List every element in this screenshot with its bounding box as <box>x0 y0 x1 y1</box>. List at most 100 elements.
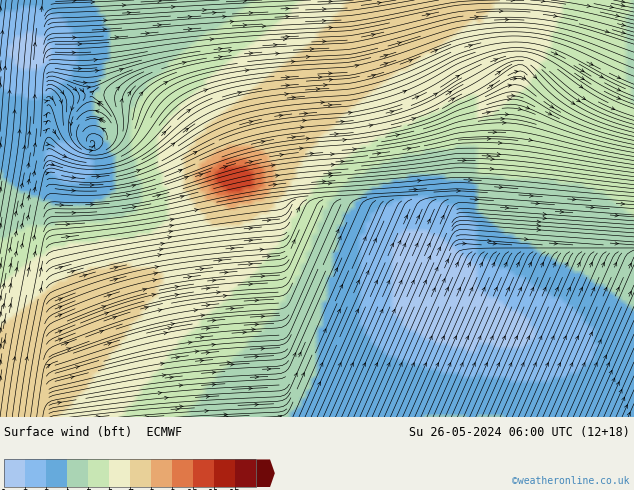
FancyBboxPatch shape <box>130 460 152 487</box>
FancyArrowPatch shape <box>499 186 503 189</box>
FancyArrowPatch shape <box>158 392 162 395</box>
FancyArrowPatch shape <box>590 332 592 336</box>
FancyArrowPatch shape <box>285 7 290 10</box>
FancyArrowPatch shape <box>621 31 626 34</box>
FancyArrowPatch shape <box>592 287 595 291</box>
FancyArrowPatch shape <box>230 20 234 24</box>
FancyArrowPatch shape <box>230 363 234 366</box>
FancyArrowPatch shape <box>285 35 290 39</box>
FancyArrowPatch shape <box>567 287 571 291</box>
FancyArrowPatch shape <box>543 287 546 291</box>
FancyArrowPatch shape <box>32 235 36 239</box>
FancyArrowPatch shape <box>51 163 55 166</box>
FancyArrowPatch shape <box>15 268 18 271</box>
FancyArrowPatch shape <box>320 363 323 367</box>
FancyArrowPatch shape <box>493 130 496 134</box>
FancyArrowPatch shape <box>565 262 568 266</box>
FancyArrowPatch shape <box>351 363 353 367</box>
FancyArrowPatch shape <box>43 129 47 133</box>
FancyArrowPatch shape <box>340 285 343 288</box>
FancyArrowPatch shape <box>216 291 221 294</box>
FancyArrowPatch shape <box>456 189 460 193</box>
FancyArrowPatch shape <box>45 172 49 175</box>
FancyArrowPatch shape <box>115 36 119 39</box>
FancyArrowPatch shape <box>127 11 131 15</box>
FancyArrowPatch shape <box>176 407 179 411</box>
Text: 1: 1 <box>1 489 7 490</box>
FancyArrowPatch shape <box>301 372 304 376</box>
FancyArrowPatch shape <box>539 336 542 340</box>
FancyArrowPatch shape <box>328 182 332 185</box>
FancyArrowPatch shape <box>198 173 203 177</box>
Text: 5: 5 <box>85 489 91 490</box>
FancyArrowPatch shape <box>470 287 473 291</box>
FancyArrowPatch shape <box>614 262 617 266</box>
FancyArrowPatch shape <box>571 101 574 104</box>
FancyArrowPatch shape <box>58 298 63 301</box>
FancyArrowPatch shape <box>408 59 413 62</box>
FancyArrowPatch shape <box>495 287 497 291</box>
FancyArrowPatch shape <box>411 118 416 121</box>
FancyArrowPatch shape <box>113 316 117 319</box>
FancyArrowPatch shape <box>322 7 326 11</box>
FancyArrowPatch shape <box>446 259 448 263</box>
FancyArrowPatch shape <box>497 71 500 74</box>
FancyArrowPatch shape <box>46 365 50 368</box>
FancyArrowPatch shape <box>107 294 112 297</box>
Text: 12: 12 <box>229 489 242 490</box>
FancyBboxPatch shape <box>109 460 130 487</box>
FancyArrowPatch shape <box>136 170 141 172</box>
FancyArrowPatch shape <box>206 395 210 398</box>
FancyArrowPatch shape <box>505 206 509 209</box>
FancyArrowPatch shape <box>188 27 192 31</box>
FancyBboxPatch shape <box>4 460 25 487</box>
FancyArrowPatch shape <box>70 122 73 125</box>
FancyArrowPatch shape <box>375 280 378 284</box>
FancyArrowPatch shape <box>33 95 36 98</box>
FancyArrowPatch shape <box>466 336 469 340</box>
FancyArrowPatch shape <box>153 272 158 275</box>
FancyArrowPatch shape <box>72 36 76 39</box>
FancyBboxPatch shape <box>88 460 109 487</box>
FancyArrowPatch shape <box>103 28 107 31</box>
FancyArrowPatch shape <box>424 280 427 284</box>
FancyArrowPatch shape <box>403 243 406 247</box>
FancyArrowPatch shape <box>14 211 17 215</box>
FancyArrowPatch shape <box>218 259 222 262</box>
FancyArrowPatch shape <box>60 99 63 103</box>
FancyArrowPatch shape <box>8 247 11 251</box>
FancyArrowPatch shape <box>179 405 183 408</box>
FancyArrowPatch shape <box>188 275 191 279</box>
FancyArrowPatch shape <box>292 136 295 139</box>
FancyArrowPatch shape <box>293 353 296 357</box>
FancyArrowPatch shape <box>90 183 94 187</box>
FancyArrowPatch shape <box>302 119 306 122</box>
FancyBboxPatch shape <box>25 460 46 487</box>
FancyArrowPatch shape <box>576 336 578 340</box>
FancyArrowPatch shape <box>492 262 495 266</box>
FancyArrowPatch shape <box>72 51 75 54</box>
FancyArrowPatch shape <box>456 75 460 78</box>
FancyArrowPatch shape <box>96 416 100 418</box>
FancyArrowPatch shape <box>490 167 494 171</box>
FancyArrowPatch shape <box>392 309 395 313</box>
FancyArrowPatch shape <box>377 1 382 4</box>
FancyArrowPatch shape <box>243 0 247 2</box>
FancyArrowPatch shape <box>300 126 304 129</box>
FancyArrowPatch shape <box>411 280 414 284</box>
FancyArrowPatch shape <box>579 85 583 88</box>
FancyArrowPatch shape <box>399 280 402 284</box>
FancyArrowPatch shape <box>143 288 146 292</box>
FancyArrowPatch shape <box>413 188 418 191</box>
FancyArrowPatch shape <box>91 0 94 4</box>
FancyArrowPatch shape <box>560 210 564 214</box>
FancyArrowPatch shape <box>340 120 344 123</box>
FancyArrowPatch shape <box>570 363 573 367</box>
FancyArrowPatch shape <box>195 350 199 353</box>
FancyArrowPatch shape <box>267 219 271 222</box>
FancyArrowPatch shape <box>462 159 466 162</box>
FancyArrowPatch shape <box>541 262 543 266</box>
FancyArrowPatch shape <box>224 413 228 416</box>
FancyArrowPatch shape <box>467 262 470 266</box>
FancyArrowPatch shape <box>434 93 437 96</box>
